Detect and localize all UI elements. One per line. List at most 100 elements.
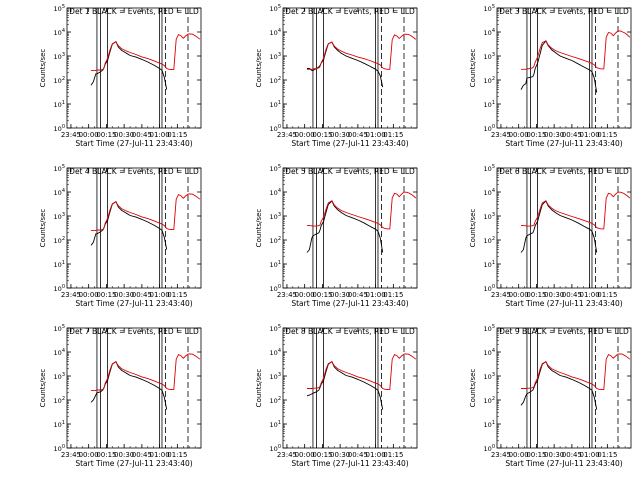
x-axis-label: Start Time (27-Jul-11 23:43:40) — [291, 459, 408, 468]
x-axis-label: Start Time (27-Jul-11 23:43:40) — [505, 299, 622, 308]
x-tick-label: 01:00 — [150, 131, 170, 139]
x-tick-label: 01:15 — [167, 291, 187, 299]
plot-frame — [66, 327, 202, 449]
plot-frame — [282, 167, 418, 289]
x-tick-label: 01:15 — [383, 131, 403, 139]
plot-frame — [282, 327, 418, 449]
panel-title: Det 3 BLACK = Events, RED = LLD — [499, 7, 629, 16]
y-axis-label: Counts/sec — [469, 369, 477, 408]
panel-title: Det 2 BLACK = Events, RED = LLD — [285, 7, 415, 16]
series-line-lld — [521, 353, 631, 391]
y-tick-label: 101 — [270, 260, 281, 269]
x-tick-label: 00:15 — [96, 131, 116, 139]
y-tick-label: 103 — [484, 212, 495, 221]
x-tick-label: 01:15 — [597, 131, 617, 139]
y-tick-label: 100 — [54, 444, 65, 453]
y-tick-label: 103 — [270, 52, 281, 61]
panel-title: Det 7 BLACK = Events, RED = LLD — [69, 327, 199, 336]
series-line-events — [520, 360, 598, 410]
y-tick-label: 102 — [270, 396, 281, 405]
x-tick-label: 00:15 — [526, 291, 546, 299]
x-tick-label: 01:15 — [383, 451, 403, 459]
y-tick-label: 103 — [54, 52, 65, 61]
x-tick-label: 00:00 — [509, 131, 529, 139]
y-tick-label: 101 — [54, 260, 65, 269]
panel-det-7: Det 7 BLACK = Events, RED = LLD 100 101 102… — [39, 324, 202, 468]
y-tick-label: 105 — [270, 164, 281, 173]
y-tick-label: 100 — [270, 444, 281, 453]
y-tick-label: 105 — [54, 324, 65, 333]
panel-det-9: Det 9 BLACK = Events, RED = LLD 100 101 102… — [469, 324, 632, 468]
y-axis-label: Counts/sec — [469, 49, 477, 88]
y-tick-label: 102 — [270, 236, 281, 245]
y-tick-label: 104 — [54, 28, 65, 37]
panel-det-2: Det 2 BLACK = Events, RED = LLD 100 101 102… — [255, 4, 418, 148]
x-tick-label: 00:00 — [79, 291, 99, 299]
x-tick-label: 00:30 — [114, 131, 134, 139]
y-tick-label: 103 — [484, 52, 495, 61]
y-tick-label: 104 — [270, 348, 281, 357]
x-tick-label: 00:15 — [96, 451, 116, 459]
series-line-events — [90, 360, 168, 410]
panel-title: Det 5 BLACK = Events, RED = LLD — [285, 167, 415, 176]
x-tick-label: 23:45 — [277, 131, 297, 139]
x-tick-label: 23:45 — [491, 131, 511, 139]
series-line-events — [520, 40, 598, 93]
y-tick-label: 105 — [270, 4, 281, 13]
plot-frame — [496, 327, 632, 449]
x-tick-label: 23:45 — [277, 451, 297, 459]
y-axis-label: Counts/sec — [255, 49, 263, 88]
plot-frame — [282, 7, 418, 129]
x-axis-label: Start Time (27-Jul-11 23:43:40) — [291, 299, 408, 308]
y-tick-label: 101 — [54, 420, 65, 429]
x-tick-label: 01:00 — [580, 291, 600, 299]
x-tick-label: 00:15 — [312, 291, 332, 299]
series-line-lld — [91, 193, 201, 231]
y-tick-label: 105 — [54, 164, 65, 173]
x-tick-label: 01:15 — [383, 291, 403, 299]
series-line-lld — [307, 33, 417, 70]
panel-det-5: Det 5 BLACK = Events, RED = LLD 100 101 102… — [255, 164, 418, 308]
panel-title: Det 9 BLACK = Events, RED = LLD — [499, 327, 629, 336]
y-tick-label: 101 — [54, 100, 65, 109]
x-tick-label: 00:00 — [295, 451, 315, 459]
x-tick-label: 23:45 — [277, 291, 297, 299]
x-tick-label: 01:00 — [580, 451, 600, 459]
plot-frame — [66, 7, 202, 129]
x-tick-label: 00:30 — [544, 451, 564, 459]
series-line-lld — [307, 191, 417, 230]
series-line-lld — [91, 33, 201, 71]
x-tick-label: 00:15 — [96, 291, 116, 299]
x-axis-label: Start Time (27-Jul-11 23:43:40) — [505, 459, 622, 468]
x-tick-label: 01:00 — [150, 451, 170, 459]
y-tick-label: 104 — [484, 28, 495, 37]
y-tick-label: 102 — [54, 76, 65, 85]
x-tick-label: 00:30 — [330, 451, 350, 459]
y-tick-label: 100 — [484, 124, 495, 133]
y-tick-label: 103 — [54, 372, 65, 381]
x-tick-label: 01:15 — [167, 131, 187, 139]
x-tick-label: 01:00 — [366, 451, 386, 459]
plot-frame — [66, 167, 202, 289]
y-axis-label: Counts/sec — [255, 209, 263, 248]
y-tick-label: 105 — [54, 4, 65, 13]
x-tick-label: 01:00 — [366, 291, 386, 299]
y-tick-label: 104 — [484, 348, 495, 357]
x-axis-label: Start Time (27-Jul-11 23:43:40) — [75, 459, 192, 468]
x-tick-label: 01:15 — [597, 291, 617, 299]
x-axis-label: Start Time (27-Jul-11 23:43:40) — [75, 299, 192, 308]
x-tick-label: 00:45 — [562, 291, 582, 299]
y-tick-label: 104 — [54, 348, 65, 357]
y-tick-label: 105 — [270, 324, 281, 333]
series-line-lld — [521, 30, 631, 70]
plot-frame — [496, 167, 632, 289]
y-axis-label: Counts/sec — [39, 369, 47, 408]
y-tick-label: 101 — [270, 100, 281, 109]
y-tick-label: 103 — [270, 212, 281, 221]
y-tick-label: 104 — [270, 28, 281, 37]
x-tick-label: 00:30 — [330, 291, 350, 299]
y-tick-label: 105 — [484, 164, 495, 173]
x-tick-label: 00:30 — [544, 131, 564, 139]
y-tick-label: 101 — [484, 100, 495, 109]
